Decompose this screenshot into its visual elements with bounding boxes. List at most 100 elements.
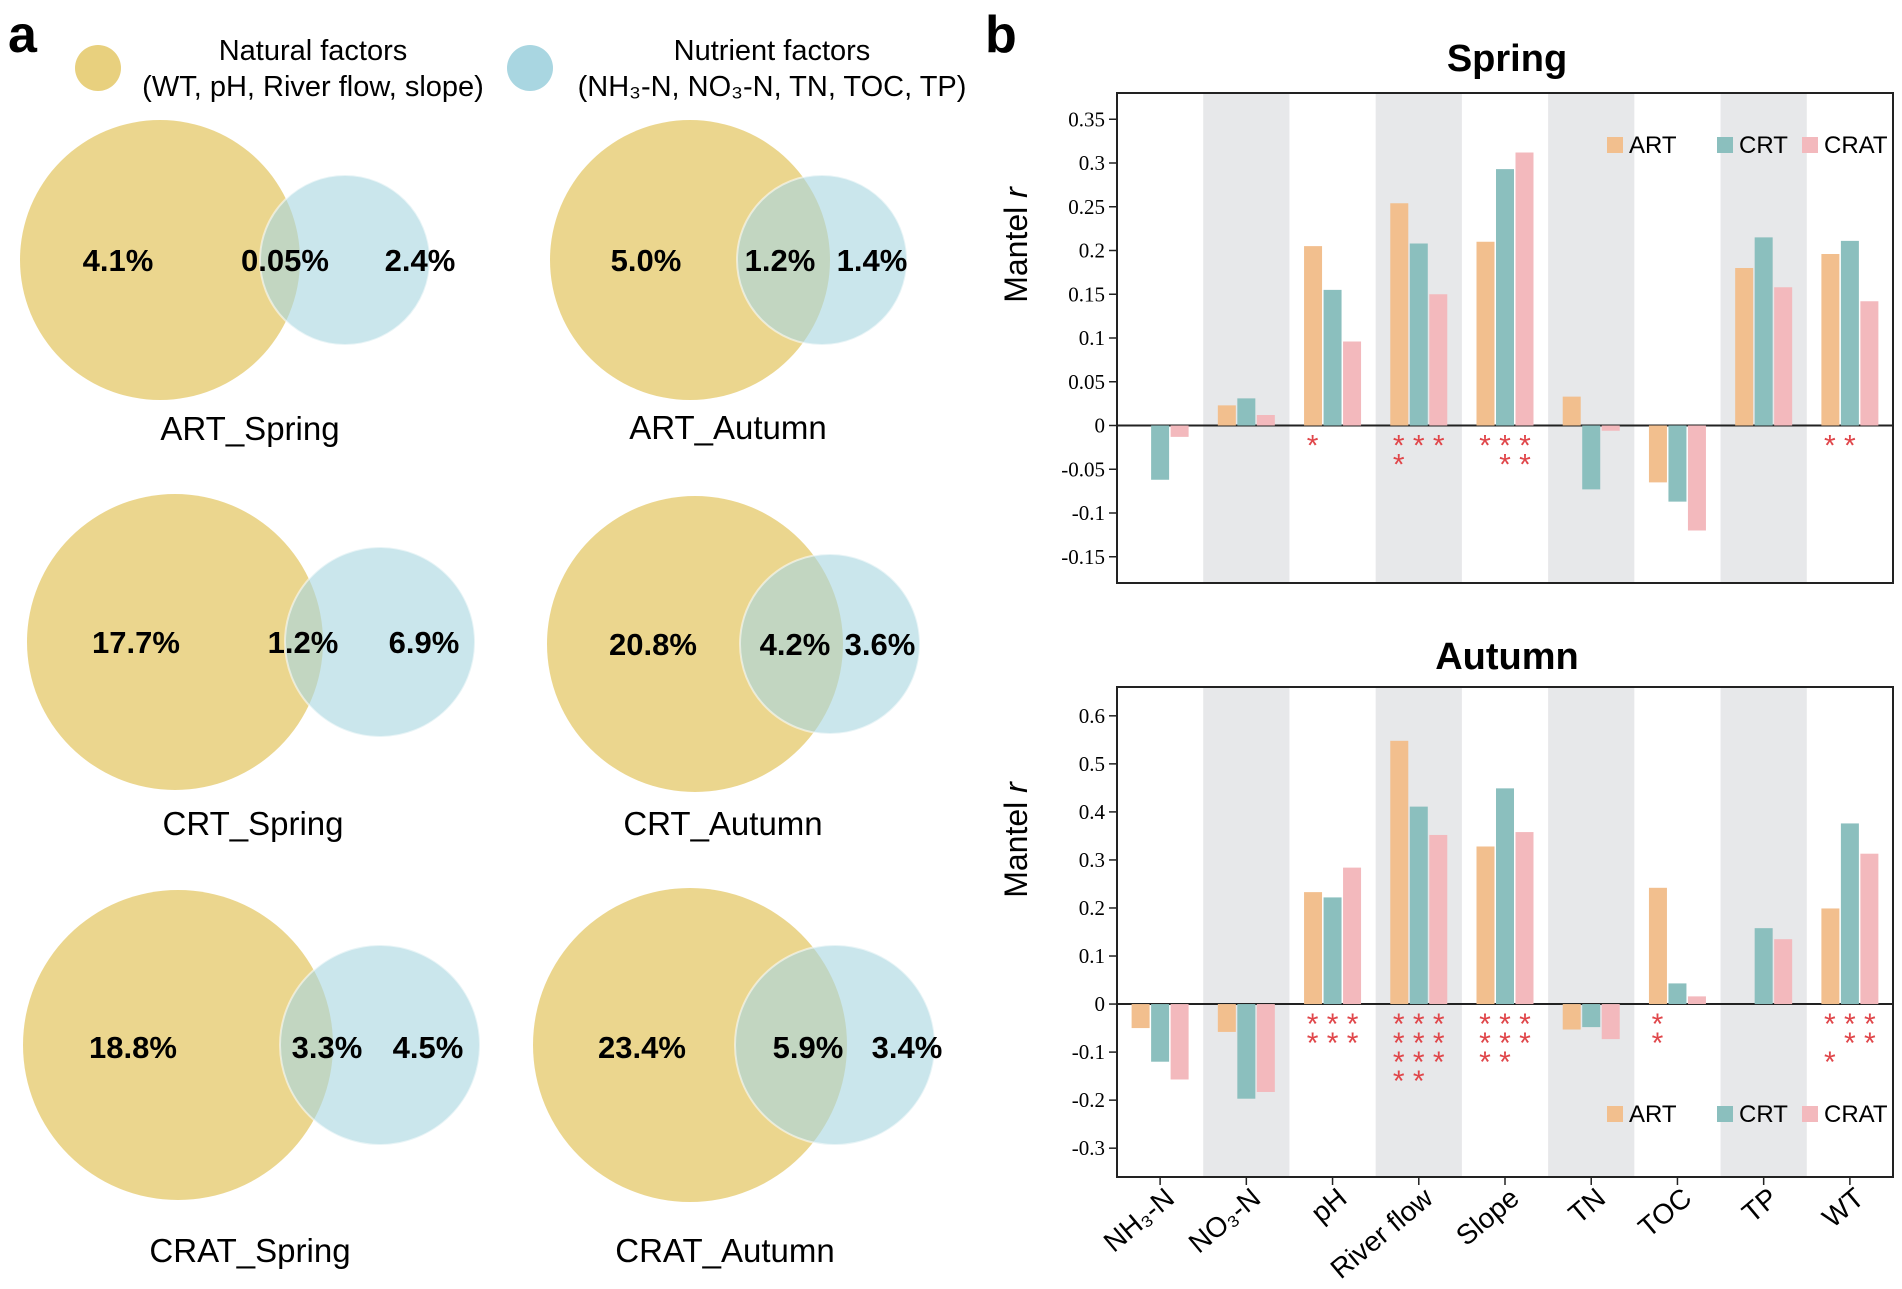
bar-art <box>1304 892 1323 1005</box>
legend-label: ART <box>1629 132 1677 159</box>
bar-crat <box>1343 341 1362 426</box>
bar-art <box>1476 846 1495 1005</box>
bar-art <box>1562 1004 1581 1030</box>
bar-crat <box>1601 1004 1620 1040</box>
bar-crt <box>1496 788 1514 1005</box>
y-tick-label: -0.05 <box>1061 457 1105 481</box>
natural-only-pct: 17.7% <box>92 625 180 660</box>
y-tick-label: -0.15 <box>1061 545 1105 569</box>
bar-crat <box>1256 1004 1275 1092</box>
bar-crat <box>1429 834 1448 1005</box>
bar-crat <box>1343 867 1362 1005</box>
natural-legend-title: Natural factors <box>219 35 408 67</box>
natural-circle <box>23 890 333 1200</box>
y-tick-label: -0.1 <box>1072 1040 1105 1064</box>
y-tick-label: 0 <box>1095 414 1106 438</box>
category-band <box>1203 93 1290 583</box>
venn-label: CRAT_Spring <box>149 1232 350 1269</box>
x-category-label: WT <box>1816 1182 1869 1234</box>
legend-swatch-crt <box>1717 1106 1733 1122</box>
bar-art <box>1131 1004 1150 1029</box>
y-tick-label: 0.3 <box>1079 848 1105 872</box>
bar-crt <box>1151 425 1170 480</box>
panel-a-letter: a <box>8 6 38 64</box>
significance-star: * <box>1499 430 1511 463</box>
y-tick-label: 0 <box>1095 992 1106 1016</box>
significance-star: * <box>1824 1046 1836 1079</box>
y-tick-label: 0.1 <box>1079 944 1105 968</box>
significance-star: * <box>1433 1008 1445 1041</box>
x-category-label: TP <box>1736 1182 1783 1229</box>
natural-circle <box>547 496 843 792</box>
bar-crat <box>1687 996 1706 1005</box>
y-tick-label: 0.2 <box>1079 239 1105 263</box>
significance-star: * <box>1499 1027 1511 1060</box>
bar-crat <box>1515 152 1534 426</box>
significance-star: * <box>1327 1027 1339 1060</box>
venn-art-spring: 4.1% 0.05% 2.4% ART_Spring <box>20 120 455 447</box>
significance-star: * <box>1433 1046 1445 1079</box>
legend-label: CRAT <box>1824 1101 1888 1128</box>
significance-star: * <box>1519 1008 1531 1041</box>
shared-pct: 0.05% <box>241 243 329 278</box>
natural-circle <box>550 120 830 400</box>
y-tick-label: 0.5 <box>1079 752 1105 776</box>
natural-legend-list: (WT, pH, River flow, slope) <box>142 71 484 103</box>
natural-legend-swatch <box>75 45 121 91</box>
venn-art-autumn: 5.0% 1.2% 1.4% ART_Autumn <box>550 120 908 446</box>
bar-crt <box>1323 289 1342 426</box>
bar-crt <box>1754 237 1773 426</box>
significance-star: * <box>1413 1065 1425 1098</box>
nutrient-only-pct: 6.9% <box>389 625 460 660</box>
y-tick-label: 0.6 <box>1079 704 1105 728</box>
bar-crat <box>1860 301 1879 426</box>
legend-label: ART <box>1629 1101 1677 1128</box>
bar-crat <box>1774 939 1793 1005</box>
bar-crt <box>1754 928 1773 1005</box>
nutrient-circle <box>734 944 936 1146</box>
y-tick-label: -0.2 <box>1072 1088 1105 1112</box>
bar-art <box>1648 887 1667 1005</box>
bar-art <box>1648 425 1667 483</box>
significance-star: * <box>1393 449 1405 482</box>
nutrient-circle <box>736 174 908 346</box>
bar-crat <box>1170 425 1189 437</box>
bar-crat <box>1170 1004 1189 1080</box>
nutrient-only-pct: 1.4% <box>837 243 908 278</box>
nutrient-legend-list: (NH₃-N, NO₃-N, TN, TOC, TP) <box>578 71 967 103</box>
significance-star: * <box>1479 430 1491 463</box>
significance-star: * <box>1519 430 1531 463</box>
legend-label: CRAT <box>1824 132 1888 159</box>
significance-star: * <box>1652 1008 1664 1041</box>
bar-crt <box>1409 243 1428 426</box>
mantel-charts: 0.35 0.3 0.25 0.2 0.15 0.1 0.05 0 -0.05 -0.1 -0.15… <box>998 38 1894 1285</box>
significance-star: * <box>1433 1027 1445 1060</box>
venn-legend: Natural factors (WT, pH, River flow, slo… <box>75 35 966 103</box>
legend-swatch-crat <box>1802 1106 1818 1122</box>
x-category-label: NH₃-N <box>1098 1182 1180 1258</box>
significance-star: * <box>1519 1027 1531 1060</box>
legend-swatch-art <box>1607 1106 1623 1122</box>
shared-pct: 4.2% <box>760 627 831 662</box>
nutrient-circle <box>259 174 431 346</box>
shared-pct: 1.2% <box>268 625 339 660</box>
natural-only-pct: 20.8% <box>609 627 697 662</box>
shared-pct: 3.3% <box>292 1030 363 1065</box>
category-band <box>1548 93 1635 583</box>
bar-crat <box>1860 853 1879 1005</box>
bar-art <box>1735 268 1754 426</box>
bar-crt <box>1409 806 1428 1005</box>
significance-star: * <box>1844 1008 1856 1041</box>
y-tick-label: 0.05 <box>1068 370 1105 394</box>
y-tick-label: 0.25 <box>1068 195 1105 219</box>
significance-star: * <box>1479 1008 1491 1041</box>
bar-crat <box>1774 287 1793 426</box>
significance-star: * <box>1652 1027 1664 1060</box>
y-tick-label: 0.3 <box>1079 151 1105 175</box>
nutrient-only-pct: 3.4% <box>872 1030 943 1065</box>
significance-star: * <box>1393 1027 1405 1060</box>
venn-label: CRAT_Autumn <box>615 1232 834 1269</box>
significance-star: * <box>1864 1027 1876 1060</box>
significance-star: * <box>1844 430 1856 463</box>
significance-star: * <box>1347 1027 1359 1060</box>
